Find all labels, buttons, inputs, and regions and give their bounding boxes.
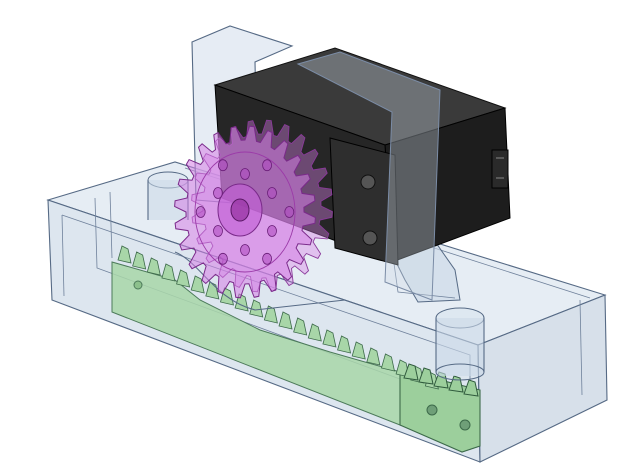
rack-tooth (249, 299, 264, 318)
rack-hole-3 (133, 280, 143, 290)
rack-tooth (337, 335, 352, 354)
gear-hole (240, 168, 250, 180)
rack-tooth (380, 353, 395, 372)
gear-hole (284, 206, 295, 218)
rack-tooth (190, 275, 205, 294)
rack-tooth (161, 263, 176, 282)
gear-rack (111, 245, 481, 453)
rack-tooth (117, 245, 132, 264)
gear-hole (262, 159, 273, 172)
rack-tooth (366, 347, 381, 366)
servo-cable-connector (491, 149, 509, 189)
rack-tooth (307, 323, 322, 342)
gear-shaft-hole (230, 198, 250, 222)
gear-hole (213, 225, 223, 237)
rack-end-tooth (403, 363, 419, 381)
rack-tooth (176, 269, 191, 288)
gear-hole (213, 187, 223, 199)
rack-end-tooth (463, 379, 479, 397)
gear-web-ring (194, 151, 296, 273)
spur-gear (174, 119, 333, 299)
gear-hole (217, 252, 228, 265)
gear-hole (267, 225, 277, 237)
rack-tooth (146, 257, 161, 276)
gear-hole (195, 206, 206, 218)
rack-hole-2 (459, 419, 471, 431)
mounting-post-right (435, 307, 485, 381)
bracket-ring (296, 51, 441, 301)
gear-hole (262, 252, 273, 265)
servo-flange (329, 137, 399, 266)
rack-tooth (322, 329, 337, 348)
rack-end-tooth (418, 367, 434, 385)
rack-tooth (132, 251, 147, 270)
gear-hole (267, 187, 277, 199)
gear-hole (240, 244, 250, 256)
rack-tooth (351, 341, 366, 360)
rack-hole-1 (426, 404, 438, 416)
rack-tooth (278, 311, 293, 330)
rack-tooth (293, 317, 308, 336)
rack-tooth (263, 305, 278, 324)
gear-hole (217, 159, 228, 172)
